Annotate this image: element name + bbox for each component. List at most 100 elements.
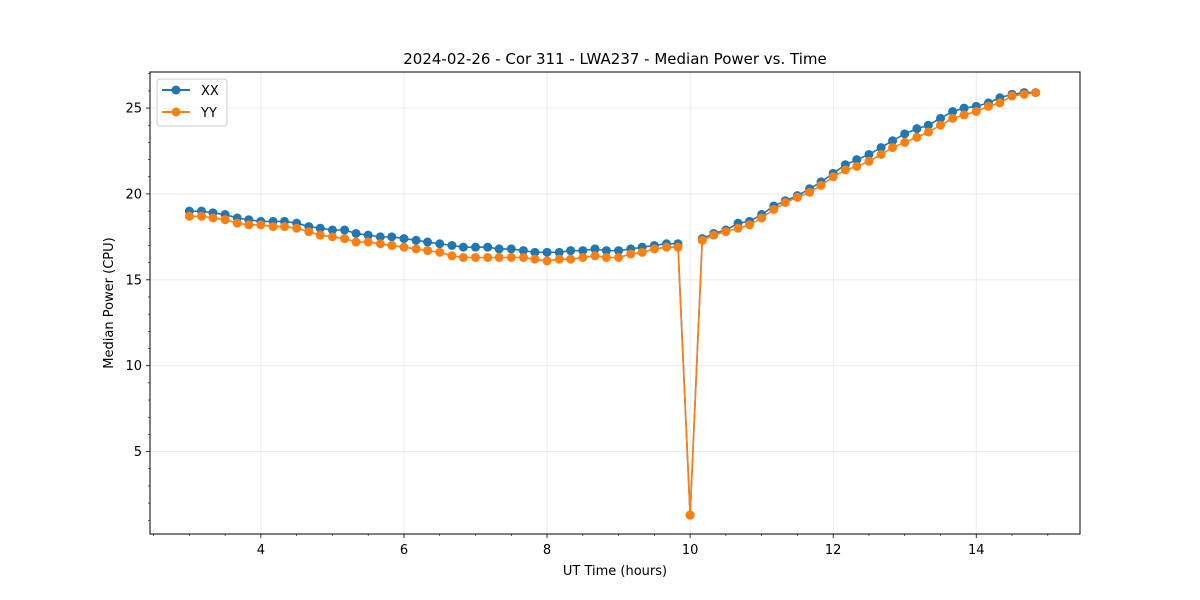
data-point-xx <box>351 228 361 238</box>
data-point-yy <box>697 235 707 245</box>
data-point-yy <box>601 252 611 262</box>
data-point-yy <box>840 165 850 175</box>
data-point-yy <box>721 227 731 237</box>
data-point-yy <box>268 222 278 232</box>
data-point-xx <box>363 230 373 240</box>
data-point-yy <box>590 251 600 261</box>
data-point-yy <box>399 242 409 252</box>
y-tick-label: 25 <box>125 102 142 117</box>
data-point-yy <box>876 149 886 159</box>
data-point-xx <box>483 242 493 252</box>
data-point-yy <box>816 180 826 190</box>
data-point-xx <box>876 143 886 153</box>
data-point-yy <box>220 215 230 225</box>
data-point-yy <box>900 137 910 147</box>
data-point-yy <box>351 237 361 247</box>
data-point-yy <box>971 107 981 117</box>
data-point-yy <box>458 252 468 262</box>
y-tick-label: 10 <box>125 359 142 374</box>
data-point-xx <box>554 247 564 257</box>
data-point-yy <box>983 101 993 111</box>
data-point-yy <box>423 246 433 256</box>
data-point-yy <box>566 254 576 264</box>
data-point-yy <box>411 244 421 254</box>
data-point-yy <box>542 256 552 266</box>
data-point-yy <box>936 120 945 130</box>
data-point-xx <box>435 239 445 249</box>
data-point-xx <box>399 234 409 244</box>
data-point-xx <box>471 242 480 252</box>
data-point-yy <box>912 132 922 142</box>
y-tick-label: 20 <box>125 187 142 202</box>
data-point-xx <box>387 232 397 242</box>
data-point-yy <box>685 510 695 520</box>
data-point-xx <box>566 246 576 256</box>
x-tick-label: 8 <box>543 543 551 558</box>
data-point-yy <box>948 113 958 123</box>
data-point-xx <box>458 242 468 252</box>
data-point-yy <box>208 213 218 223</box>
data-point-yy <box>792 192 802 202</box>
data-point-yy <box>923 127 933 137</box>
data-point-yy <box>315 230 325 240</box>
data-point-yy <box>518 252 528 262</box>
data-point-yy <box>483 252 493 262</box>
data-point-xx <box>959 103 969 113</box>
data-point-yy <box>709 230 719 240</box>
data-point-yy <box>435 247 445 257</box>
y-tick-label: 5 <box>134 445 142 460</box>
data-point-xx <box>494 244 504 254</box>
data-point-xx <box>590 244 600 254</box>
x-tick-label: 4 <box>257 543 265 558</box>
data-point-yy <box>292 223 302 233</box>
data-point-xx <box>601 246 611 256</box>
data-point-yy <box>995 98 1005 108</box>
data-point-yy <box>1007 91 1017 101</box>
data-point-xx <box>315 223 325 233</box>
data-point-xx <box>936 113 945 123</box>
data-point-yy <box>888 143 898 153</box>
data-point-yy <box>471 252 480 262</box>
data-point-xx <box>375 232 385 242</box>
data-point-xx <box>900 129 910 139</box>
data-point-yy <box>447 251 457 261</box>
data-point-yy <box>959 110 969 120</box>
data-point-yy <box>530 254 540 264</box>
data-point-xx <box>506 244 516 254</box>
data-point-xx <box>518 246 528 256</box>
data-point-yy <box>363 237 373 247</box>
series-layer <box>184 88 1041 520</box>
data-point-yy <box>614 252 624 262</box>
data-point-yy <box>626 249 636 259</box>
data-point-xx <box>614 246 624 256</box>
data-point-yy <box>375 239 385 249</box>
grid-lines <box>150 72 1080 534</box>
data-point-yy <box>494 252 504 262</box>
legend-label-xx: XX <box>201 84 219 99</box>
data-point-yy <box>304 227 314 237</box>
y-tick-label: 15 <box>125 273 142 288</box>
data-point-yy <box>256 220 266 230</box>
y-axis: 5 10 15 20 25 <box>125 73 150 521</box>
data-point-xx <box>423 237 433 247</box>
data-point-xx <box>327 225 337 235</box>
data-point-yy <box>828 172 838 182</box>
data-point-yy <box>184 211 194 221</box>
data-point-yy <box>340 234 350 244</box>
data-point-yy <box>327 232 337 242</box>
legend-marker-xx <box>171 85 181 95</box>
data-point-yy <box>805 187 815 197</box>
plot-frame <box>149 71 1081 535</box>
data-point-yy <box>744 220 754 230</box>
data-point-xx <box>411 235 421 245</box>
data-point-yy <box>197 211 207 221</box>
data-point-yy <box>279 222 289 232</box>
data-point-xx <box>912 124 922 134</box>
legend: XX YY <box>156 78 228 127</box>
data-point-xx <box>852 155 862 165</box>
data-point-yy <box>864 156 874 166</box>
data-point-yy <box>733 223 743 233</box>
data-point-xx <box>447 240 457 250</box>
x-tick-label: 6 <box>400 543 408 558</box>
data-point-yy <box>637 247 647 257</box>
